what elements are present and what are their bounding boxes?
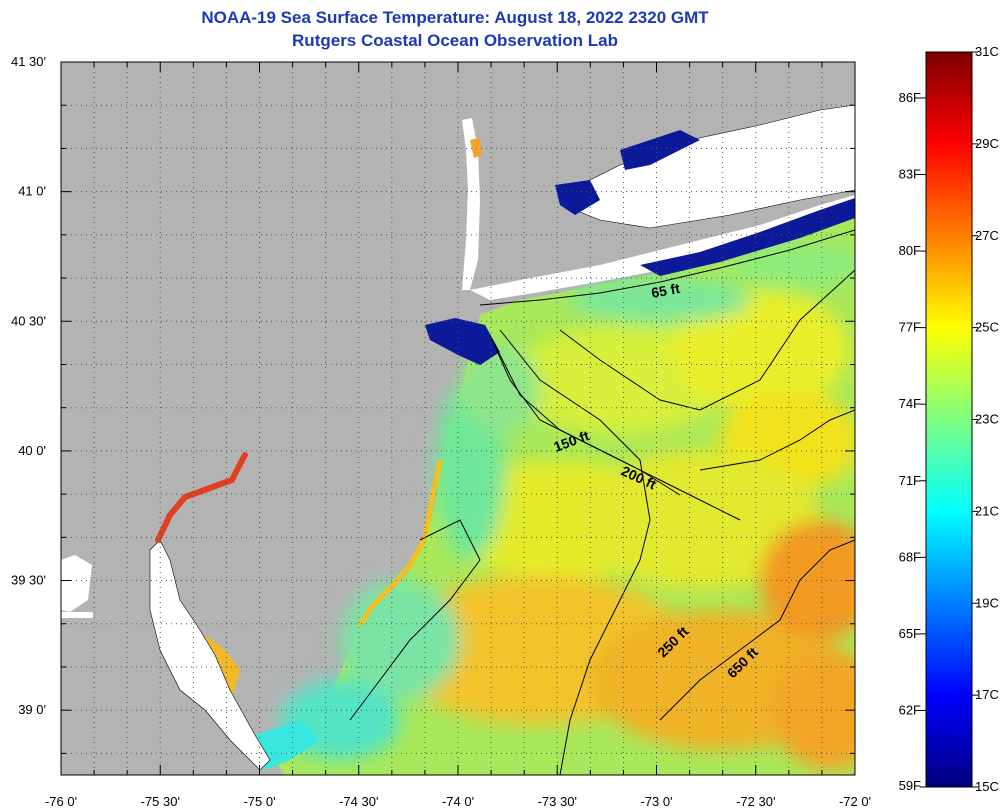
colorbar-fahrenheit-labels: 86F 83F 80F 77F 74F 71F 68F 65F 62F 59F: [899, 90, 926, 793]
colorbar-celsius-label: 19C: [975, 595, 999, 610]
colorbar-celsius-label: 21C: [975, 503, 999, 518]
long-island-region: [425, 104, 855, 365]
cold-upwelling-li: [640, 198, 855, 276]
cold-upwelling-sound: [620, 130, 700, 170]
colorbar-celsius-label: 23C: [975, 412, 999, 427]
colorbar-fahrenheit-label: 59F: [899, 778, 921, 793]
lat-tick-label: 41 30': [11, 54, 46, 69]
colorbar: 31C 29C 27C 25C 23C 21C 19C 17C 15C 86F 83F 80F 77F…: [899, 44, 999, 794]
delaware-region: [61, 452, 271, 771]
colorbar-fahrenheit-label: 65F: [899, 626, 921, 641]
lat-tick-label: 39 30': [11, 573, 46, 588]
coastal-warm-strip: [357, 459, 443, 627]
colorbar-celsius-label: 31C: [975, 44, 999, 59]
colorbar-celsius-label: 27C: [975, 228, 999, 243]
colorbar-fahrenheit-label: 77F: [899, 320, 921, 335]
colorbar-bar: [925, 51, 973, 788]
latitude-labels: 41 30' 41 0' 40 30' 40 0' 39 30' 39 0': [11, 54, 46, 717]
colorbar-fahrenheit-label: 80F: [899, 243, 921, 258]
lon-tick-label: -73 30': [538, 794, 577, 809]
bathymetry-contours: [349, 229, 855, 775]
lon-tick-label: -75 30': [141, 794, 180, 809]
map-title: NOAA-19 Sea Surface Temperature: August …: [201, 8, 709, 27]
colorbar-fahrenheit-label: 62F: [899, 702, 921, 717]
colorbar-celsius-label: 25C: [975, 320, 999, 335]
delaware-bay-cloud: [149, 539, 271, 771]
colorbar-celsius-label: 17C: [975, 687, 999, 702]
sst-patches: [280, 243, 855, 770]
colorbar-fahrenheit-label: 83F: [899, 167, 921, 182]
ocean: [205, 215, 855, 775]
map-subtitle: Rutgers Coastal Ocean Observation Lab: [292, 31, 618, 50]
lon-tick-label: -72 30': [736, 794, 775, 809]
colorbar-celsius-label: 29C: [975, 136, 999, 151]
colorbar-fahrenheit-label: 71F: [899, 473, 921, 488]
lat-tick-label: 39 0': [18, 702, 46, 717]
frame-ticks: [60, 61, 856, 775]
lon-tick-label: -73 0': [640, 794, 672, 809]
lon-tick-label: -75 0': [243, 794, 275, 809]
long-island-cloud: [470, 195, 855, 300]
contour-label: 65 ft: [650, 280, 681, 301]
colorbar-celsius-label: 15C: [975, 779, 999, 794]
delaware-bay-warm: [205, 635, 240, 700]
delaware-bay-cool: [255, 720, 320, 770]
colorbar-fahrenheit-label: 74F: [899, 396, 921, 411]
west-cloud-patch: [61, 555, 92, 612]
west-cloud-bar: [61, 612, 93, 618]
lat-tick-label: 40 0': [18, 443, 46, 458]
lon-tick-label: -76 0': [45, 794, 77, 809]
lon-tick-label: -72 0': [839, 794, 871, 809]
cold-upwelling-harbor: [425, 318, 500, 365]
lon-tick-label: -74 0': [442, 794, 474, 809]
colorbar-fahrenheit-label: 68F: [899, 549, 921, 564]
lat-tick-label: 41 0': [18, 184, 46, 199]
longitude-labels: -76 0' -75 30' -75 0' -74 30' -74 0' -73 30' -…: [45, 794, 871, 809]
lon-tick-label: -74 30': [339, 794, 378, 809]
delaware-river-warm: [155, 452, 248, 543]
colorbar-fahrenheit-label: 86F: [899, 90, 921, 105]
cold-upwelling-west: [555, 180, 600, 215]
lat-tick-label: 40 30': [11, 313, 46, 328]
hudson-river-cloud: [462, 118, 480, 290]
colorbar-celsius-labels: 31C 29C 27C 25C 23C 21C 19C 17C 15C: [972, 44, 999, 794]
